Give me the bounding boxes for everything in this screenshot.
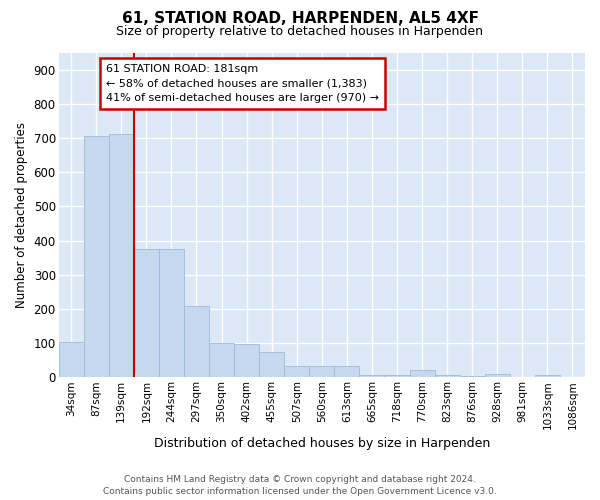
Bar (485, 374, 510, 378)
Bar (234, 344, 259, 378)
Bar (460, 376, 485, 378)
Bar (410, 370, 434, 378)
Bar (434, 374, 460, 378)
Bar (259, 352, 284, 378)
Bar (109, 134, 134, 378)
Y-axis label: Number of detached properties: Number of detached properties (15, 122, 28, 308)
Text: Contains HM Land Registry data © Crown copyright and database right 2024.
Contai: Contains HM Land Registry data © Crown c… (103, 474, 497, 496)
Bar (535, 374, 560, 378)
Bar (359, 374, 385, 378)
Bar (284, 366, 309, 378)
Bar (184, 306, 209, 378)
Bar (59, 342, 83, 378)
Text: 61 STATION ROAD: 181sqm
← 58% of detached houses are smaller (1,383)
41% of semi: 61 STATION ROAD: 181sqm ← 58% of detache… (106, 64, 379, 104)
Bar (134, 249, 159, 378)
Text: Size of property relative to detached houses in Harpenden: Size of property relative to detached ho… (116, 25, 484, 38)
Bar (209, 343, 234, 378)
Bar (159, 249, 184, 378)
Bar (83, 136, 109, 378)
Bar (309, 366, 334, 378)
X-axis label: Distribution of detached houses by size in Harpenden: Distribution of detached houses by size … (154, 437, 490, 450)
Text: 61, STATION ROAD, HARPENDEN, AL5 4XF: 61, STATION ROAD, HARPENDEN, AL5 4XF (121, 11, 479, 26)
Bar (334, 366, 359, 378)
Bar (385, 374, 410, 378)
